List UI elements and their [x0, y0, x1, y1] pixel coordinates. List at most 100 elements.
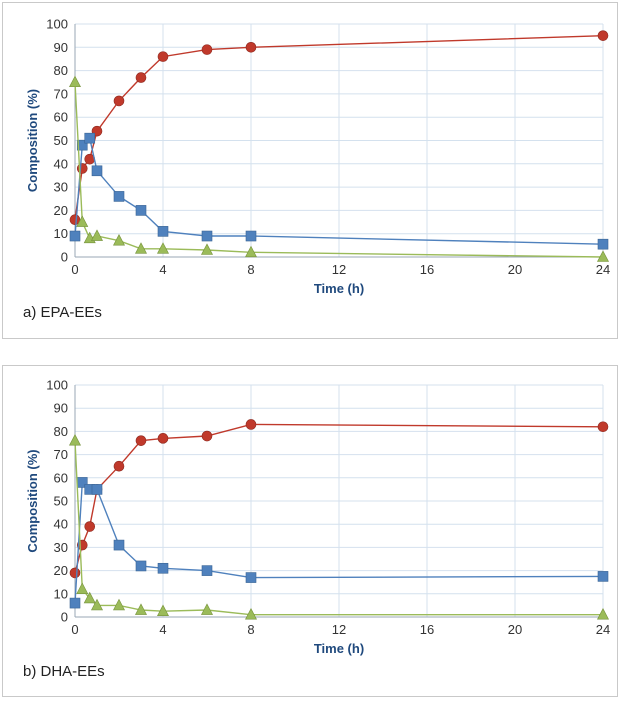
y-tick-label: 20: [54, 563, 68, 578]
y-tick-label: 70: [54, 447, 68, 462]
data-point-square: [91, 484, 103, 495]
y-tick-label: 10: [54, 586, 68, 601]
data-point-triangle: [157, 604, 169, 616]
data-point-square: [245, 230, 257, 242]
data-point-circle: [157, 433, 169, 444]
series-circle-line: [74, 35, 604, 220]
data-point-circle: [113, 460, 125, 472]
chart-epa: 0 4 8 12 16 20 24 0 10 20 30 40 50 60 70 80 90 100 Time (h…: [25, 17, 610, 297]
data-point-triangle: [245, 608, 257, 620]
data-point-triangle: [76, 215, 89, 227]
data-point-triangle: [201, 603, 213, 615]
data-point-triangle: [91, 598, 103, 611]
y-tick-label: 60: [54, 110, 68, 125]
series-triangle-line: [74, 82, 604, 258]
data-point-triangle: [91, 229, 103, 241]
data-point-triangle: [69, 434, 81, 446]
data-point-triangle: [597, 608, 609, 620]
data-point-circle: [135, 72, 147, 83]
x-tick-label: 24: [596, 262, 610, 277]
x-tick-label: 4: [159, 262, 166, 277]
data-point-square: [201, 565, 213, 576]
panel-label-dha: b) DHA-EEs: [23, 663, 105, 680]
data-point-square: [597, 238, 609, 250]
data-point-triangle: [597, 250, 609, 262]
data-point-circle: [201, 430, 213, 442]
y-tick-label: 30: [54, 180, 68, 195]
x-tick-label: 16: [420, 622, 434, 637]
y-tick-label: 50: [54, 133, 68, 148]
data-point-circle: [597, 30, 609, 41]
data-point-square: [245, 572, 257, 583]
y-tick-label: 60: [54, 470, 68, 485]
data-point-square: [91, 165, 103, 177]
data-point-square: [113, 539, 125, 551]
chart-dha: 0 4 8 12 16 20 24 0 10 20 30 40 50 60 70 80 90 100 Time (h…: [25, 378, 610, 657]
x-tick-label: 16: [420, 262, 434, 277]
panel-label-epa: a) EPA-EEs: [23, 304, 102, 321]
y-axis-title: Composition (%): [25, 449, 40, 552]
y-tick-label: 0: [61, 610, 68, 625]
data-point-circle: [84, 521, 96, 532]
data-point-circle: [69, 567, 81, 579]
y-tick-label: 0: [61, 250, 68, 265]
y-tick-label: 80: [54, 424, 68, 439]
y-tick-label: 40: [54, 156, 68, 171]
data-point-square: [76, 139, 88, 151]
y-tick-label: 90: [54, 401, 68, 416]
chart-panel-dha: 0 4 8 12 16 20 24 0 10 20 30 40 50 60 70 80 90 100 Time (h…: [2, 365, 618, 697]
x-tick-label: 8: [247, 262, 254, 277]
data-point-square: [135, 205, 147, 216]
data-point-triangle: [76, 582, 89, 594]
x-tick-label: 12: [332, 622, 346, 637]
data-point-triangle: [113, 598, 125, 611]
data-point-square: [84, 132, 96, 144]
x-axis-title: Time (h): [314, 281, 364, 296]
y-tick-label: 90: [54, 40, 68, 55]
x-tick-label: 4: [159, 622, 166, 637]
x-tick-label: 24: [596, 622, 610, 637]
x-tick-label: 20: [508, 622, 522, 637]
data-point-square: [113, 191, 125, 202]
y-tick-label: 100: [46, 17, 68, 32]
y-tick-label: 40: [54, 517, 68, 532]
data-point-circle: [135, 435, 147, 446]
data-point-square: [69, 597, 81, 609]
y-tick-label: 80: [54, 63, 68, 78]
data-point-circle: [245, 41, 257, 53]
data-point-circle: [597, 421, 609, 433]
data-point-square: [69, 230, 81, 242]
data-point-square: [157, 226, 169, 237]
chart-panel-epa: 0 4 8 12 16 20 24 0 10 20 30 40 50 60 70 80 90 100 Time (h…: [2, 2, 618, 339]
x-tick-label: 8: [247, 622, 254, 637]
data-point-triangle: [201, 243, 213, 255]
y-tick-label: 30: [54, 540, 68, 555]
data-point-circle: [113, 95, 125, 107]
data-point-triangle: [245, 245, 257, 258]
data-point-triangle: [69, 75, 81, 88]
y-tick-label: 50: [54, 494, 68, 509]
y-tick-label: 70: [54, 86, 68, 101]
x-axis-title: Time (h): [314, 641, 364, 656]
y-axis-title: Composition (%): [25, 89, 40, 192]
x-tick-label: 12: [332, 262, 346, 277]
x-tick-label: 0: [71, 262, 78, 277]
data-point-circle: [201, 44, 213, 55]
gridlines: [74, 384, 604, 618]
y-tick-label: 20: [54, 203, 68, 218]
x-tick-label: 0: [71, 622, 78, 637]
gridlines: [74, 23, 604, 258]
data-point-triangle: [135, 603, 147, 615]
data-point-triangle: [113, 234, 125, 246]
data-point-circle: [157, 51, 169, 62]
data-point-square: [135, 560, 147, 572]
y-tick-label: 10: [54, 226, 68, 241]
y-tick-label: 100: [46, 378, 68, 393]
data-point-triangle: [83, 591, 96, 604]
data-point-triangle: [135, 242, 147, 254]
data-point-square: [201, 230, 213, 242]
data-point-circle: [245, 419, 257, 430]
data-point-square: [597, 571, 609, 582]
data-point-square: [157, 562, 169, 574]
series-circle-line: [74, 423, 604, 574]
